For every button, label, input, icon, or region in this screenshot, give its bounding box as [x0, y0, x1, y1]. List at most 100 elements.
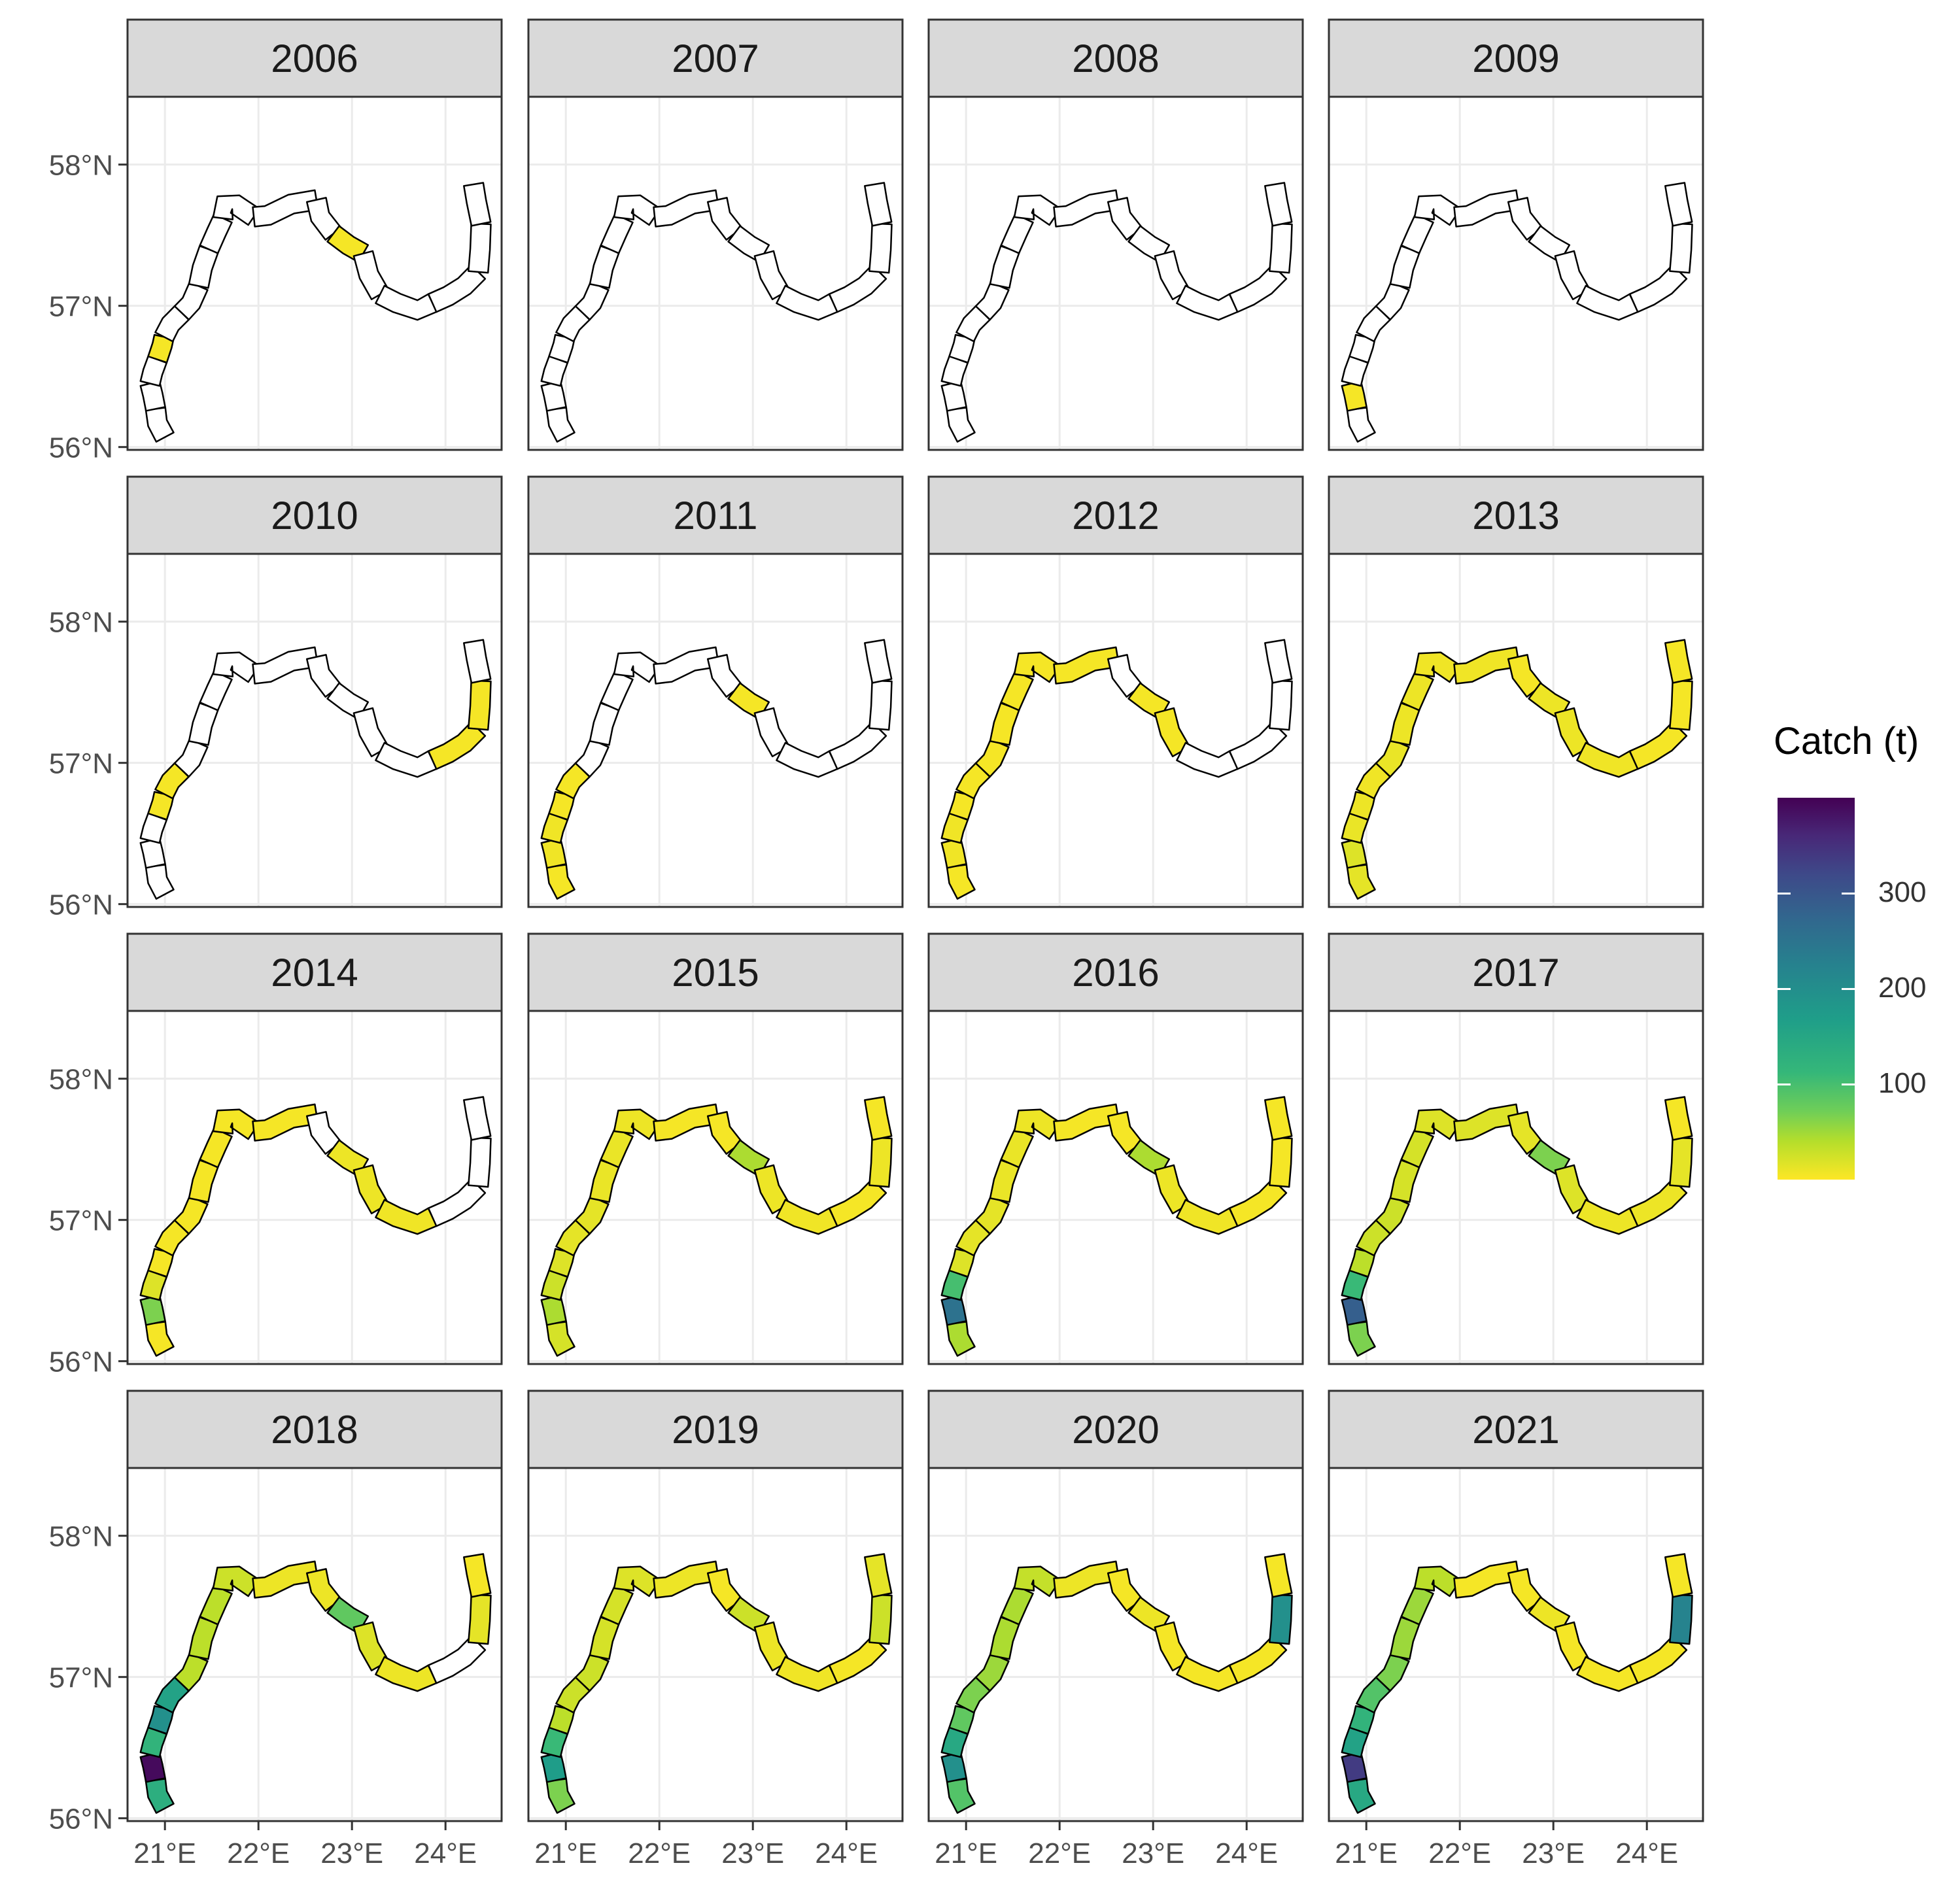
coastal-segment-s4	[548, 333, 576, 364]
coastal-segment-s16	[868, 679, 893, 731]
coastal-segment-s2	[940, 1751, 967, 1783]
panel-border	[126, 1467, 503, 1822]
y-tick-label: 57°N	[49, 291, 113, 323]
facet-strip-label: 2011	[673, 494, 757, 537]
facet-strip-label: 2019	[672, 1408, 759, 1452]
coastal-segment-s12	[727, 225, 770, 264]
coastal-segment-s2	[1341, 1294, 1367, 1326]
legend-tick-left	[1778, 893, 1791, 895]
coastal-segment-s12	[1127, 1139, 1171, 1178]
panel-background	[929, 97, 1303, 450]
panel-background	[1329, 554, 1703, 907]
x-tick-label: 22°E	[1428, 1837, 1491, 1869]
coastal-segment-s4	[548, 1248, 576, 1278]
x-tick-label: 22°E	[1028, 1837, 1091, 1869]
coastal-segment-s10	[653, 1103, 720, 1142]
facet-strip-label: 2006	[271, 37, 358, 80]
coastal-segment-s2	[540, 1294, 567, 1326]
coastal-segment-s16	[1669, 679, 1693, 731]
facet-panel-2019: 2019 21°E 22°E 23°E 24°E	[527, 1390, 904, 1869]
panel-border	[1328, 1467, 1704, 1822]
coastal-segment-s17	[1264, 639, 1293, 684]
facet-strip	[527, 1390, 904, 1469]
coastal-segment-s16	[868, 1594, 893, 1645]
coastal-segment-s12	[326, 225, 370, 264]
x-tick-label: 23°E	[1122, 1837, 1184, 1869]
panel-background	[929, 1468, 1303, 1821]
coastal-segment-s16	[1669, 222, 1693, 274]
legend-tick-right	[1842, 893, 1855, 895]
coastal-segment-s4	[147, 333, 175, 364]
facet-panel-2020: 2020 21°E 22°E 23°E 24°E	[927, 1390, 1304, 1869]
legend-tick-right	[1842, 1083, 1855, 1085]
facet-strip-label: 2009	[1472, 37, 1559, 80]
coastal-segment-s17	[1264, 1096, 1293, 1141]
coastal-segment-s17	[864, 182, 893, 227]
coastal-segment-s10	[252, 1103, 319, 1142]
coastal-segment-s12	[1528, 1139, 1571, 1178]
coastal-segment-s12	[326, 1596, 370, 1635]
coastal-segment-s4	[1349, 333, 1376, 364]
facet-strip-label: 2014	[271, 951, 358, 995]
facet-panel-2007: 2007	[527, 18, 904, 451]
panel-background	[128, 1011, 502, 1364]
panel-border	[1328, 1010, 1704, 1365]
facet-strip	[927, 932, 1304, 1012]
coastal-segment-s10	[1453, 1103, 1521, 1142]
facet-strip	[927, 475, 1304, 555]
x-tick-label: 22°E	[628, 1837, 691, 1869]
panel-border	[527, 1010, 904, 1365]
panel-border	[1328, 95, 1704, 451]
y-tick-label: 57°N	[49, 1205, 113, 1237]
facet-strip-label: 2021	[1472, 1408, 1559, 1452]
facet-strip-label: 2013	[1472, 494, 1559, 537]
coastal-segment-s2	[1341, 1751, 1367, 1783]
facet-strip	[527, 932, 904, 1012]
facet-strip-label: 2012	[1072, 494, 1159, 537]
coastal-segment-s16	[468, 1136, 492, 1188]
coastal-segment-s16	[1269, 222, 1293, 274]
coastal-segment-s17	[463, 182, 492, 227]
coastal-segment-s2	[540, 1751, 567, 1783]
coastal-segment-s10	[653, 189, 720, 228]
catch-legend: Catch (t) 100 200 300	[1774, 719, 1950, 1190]
coastal-segment-s17	[463, 639, 492, 684]
facet-strip	[927, 18, 1304, 98]
coastal-segment-s12	[1528, 1596, 1571, 1635]
coastal-segment-s2	[940, 1294, 967, 1326]
coastal-segment-s16	[468, 1594, 492, 1645]
facet-strip	[126, 18, 503, 98]
coastal-segment-s4	[147, 1248, 175, 1278]
facet-panel-2018: 2018 56°N 57°N 58°N 21°E 22°E 23°E 24°E	[49, 1390, 503, 1869]
panel-border	[927, 553, 1304, 908]
x-tick-label: 21°E	[935, 1837, 997, 1869]
coastal-segment-s2	[139, 380, 166, 412]
legend-tick-left	[1778, 988, 1791, 990]
coastal-segment-s12	[1127, 1596, 1171, 1635]
coastal-segment-s16	[1269, 679, 1293, 731]
coastal-segment-s10	[1053, 646, 1120, 685]
coastal-segment-s2	[940, 380, 967, 412]
coastal-segment-s10	[1053, 1560, 1120, 1599]
y-tick-label: 58°N	[49, 1521, 113, 1553]
panel-border	[126, 1010, 503, 1365]
coastal-segment-s2	[139, 1751, 166, 1783]
y-tick-label: 58°N	[49, 1064, 113, 1096]
coastal-segment-s12	[326, 682, 370, 721]
x-tick-label: 24°E	[414, 1837, 477, 1869]
coastal-segment-s16	[1269, 1594, 1293, 1645]
coastal-segment-s4	[948, 1248, 976, 1278]
coastal-segment-s16	[868, 222, 893, 274]
facet-panel-2014: 2014 56°N 57°N 58°N	[49, 932, 503, 1378]
facet-strip	[1328, 18, 1704, 98]
facet-panel-2011: 2011	[527, 475, 904, 908]
coastal-segment-s17	[864, 1553, 893, 1598]
coastal-segment-s12	[727, 682, 770, 721]
panel-border	[527, 553, 904, 908]
x-tick-label: 21°E	[133, 1837, 196, 1869]
facet-strip	[126, 475, 503, 555]
coastal-segment-s10	[1053, 189, 1120, 228]
coastal-segment-s17	[864, 639, 893, 684]
